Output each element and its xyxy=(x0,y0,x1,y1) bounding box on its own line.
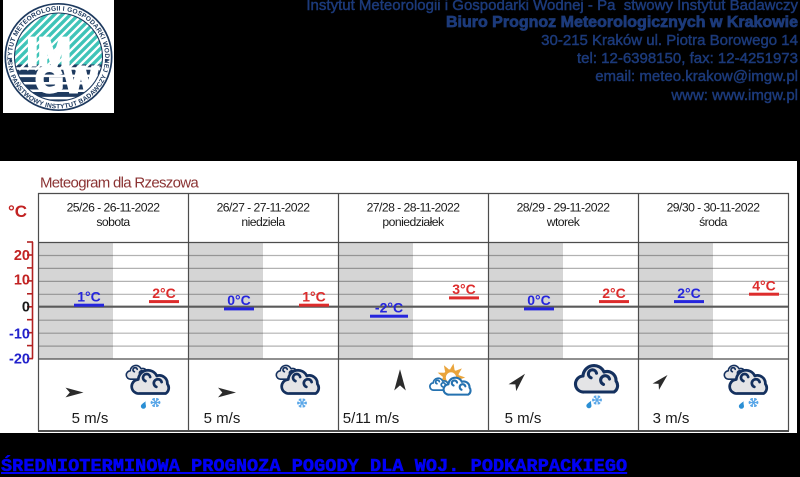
svg-text:25/26 - 26-11-2022: 25/26 - 26-11-2022 xyxy=(67,201,161,215)
svg-text:1°C: 1°C xyxy=(77,289,101,305)
svg-text:28/29 - 29-11-2022: 28/29 - 29-11-2022 xyxy=(517,201,611,215)
svg-text:sobota: sobota xyxy=(96,215,130,229)
svg-text:-10: -10 xyxy=(9,326,30,342)
svg-text:poniedziałek: poniedziałek xyxy=(382,215,445,229)
svg-text:środa: środa xyxy=(699,215,728,229)
svg-text:20: 20 xyxy=(14,248,30,264)
svg-text:niedziela: niedziela xyxy=(241,215,285,229)
svg-text:0°C: 0°C xyxy=(527,292,551,308)
svg-text:2°C: 2°C xyxy=(677,285,701,301)
svg-text:-2°C: -2°C xyxy=(375,300,403,316)
svg-text:-20: -20 xyxy=(9,352,30,368)
svg-text:10: 10 xyxy=(14,273,30,289)
svg-text:5/11 m/s: 5/11 m/s xyxy=(343,410,399,427)
svg-text:Meteogram dla Rzeszowa: Meteogram dla Rzeszowa xyxy=(40,175,199,192)
svg-text:0: 0 xyxy=(22,300,30,316)
svg-text:0°C: 0°C xyxy=(227,292,251,308)
svg-text:3 m/s: 3 m/s xyxy=(653,410,690,427)
svg-text:2°C: 2°C xyxy=(602,285,626,301)
svg-text:3°C: 3°C xyxy=(452,281,476,297)
svg-text:27/28 - 28-11-2022: 27/28 - 28-11-2022 xyxy=(367,201,461,215)
svg-text:1°C: 1°C xyxy=(302,289,326,305)
svg-text:5 m/s: 5 m/s xyxy=(204,410,241,427)
svg-text:26/27 - 27-11-2022: 26/27 - 27-11-2022 xyxy=(217,201,311,215)
svg-text:°C: °C xyxy=(8,202,27,221)
svg-text:29/30 - 30-11-2022: 29/30 - 30-11-2022 xyxy=(667,201,761,215)
svg-text:4°C: 4°C xyxy=(752,278,776,294)
svg-text:5 m/s: 5 m/s xyxy=(72,410,109,427)
svg-text:wtorek: wtorek xyxy=(546,215,581,229)
svg-text:5 m/s: 5 m/s xyxy=(505,410,542,427)
svg-text:2°C: 2°C xyxy=(152,285,176,301)
